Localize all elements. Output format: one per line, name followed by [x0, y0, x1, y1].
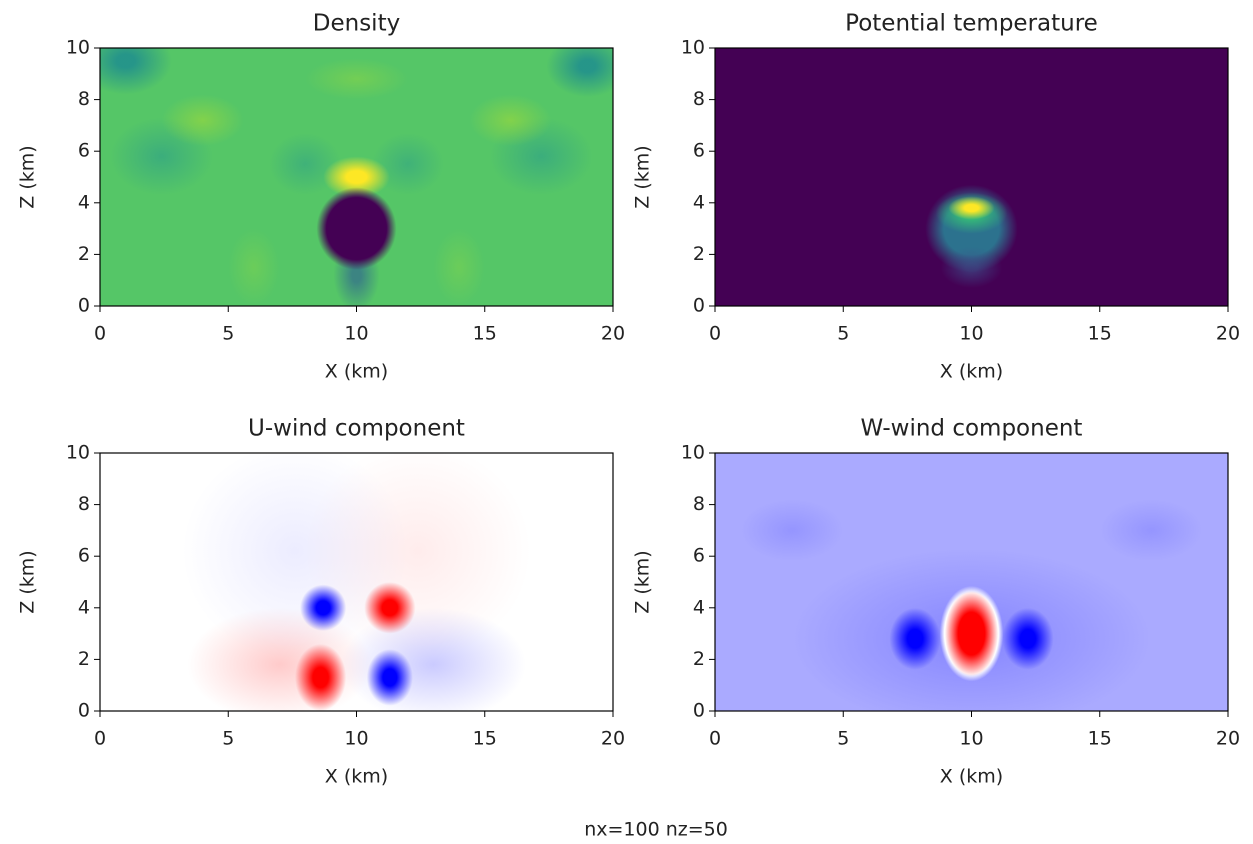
- heatmap-field: [100, 48, 613, 306]
- field-feature: [740, 499, 844, 562]
- heatmap-field: [715, 453, 1228, 711]
- x-tick-label: 10: [959, 728, 983, 750]
- x-axis-label: X (km): [325, 766, 388, 788]
- y-tick-label: 6: [78, 545, 90, 567]
- x-tick-label: 5: [837, 728, 849, 750]
- y-tick-label: 0: [78, 295, 90, 317]
- x-tick-label: 20: [601, 323, 625, 345]
- y-tick-label: 4: [78, 596, 90, 618]
- field-feature: [100, 48, 172, 95]
- field-feature: [944, 591, 999, 677]
- x-axis-label: X (km): [940, 361, 1003, 383]
- y-tick-label: 10: [681, 37, 705, 59]
- y-axis-label: Z (km): [17, 145, 39, 208]
- field-feature: [1002, 607, 1054, 670]
- field-feature: [469, 94, 552, 147]
- panel: 0 5 10 15 20 0 2 4 6 8 10 Density X (km) Z (km): [17, 11, 626, 383]
- field-feature: [269, 133, 342, 196]
- y-tick-label: 4: [693, 191, 705, 213]
- x-tick-label: 5: [222, 728, 234, 750]
- x-tick-label: 10: [959, 323, 983, 345]
- x-tick-label: 0: [94, 728, 106, 750]
- y-tick-label: 0: [693, 295, 705, 317]
- field-feature: [371, 133, 444, 196]
- y-tick-label: 2: [78, 648, 90, 670]
- field-feature: [948, 196, 995, 220]
- heatmap-field: [715, 48, 1228, 306]
- y-tick-label: 2: [693, 243, 705, 265]
- y-tick-label: 10: [681, 442, 705, 464]
- x-axis-label: X (km): [325, 361, 388, 383]
- y-tick-label: 0: [78, 700, 90, 722]
- x-tick-label: 0: [94, 323, 106, 345]
- y-tick-label: 8: [693, 88, 705, 110]
- field-feature: [433, 228, 485, 306]
- field-feature: [161, 94, 244, 147]
- x-tick-label: 20: [1216, 323, 1240, 345]
- y-tick-label: 2: [78, 243, 90, 265]
- chart-title: Potential temperature: [845, 11, 1098, 37]
- x-tick-label: 15: [473, 728, 497, 750]
- y-tick-label: 8: [78, 493, 90, 515]
- field-feature: [305, 58, 408, 100]
- chart-title: U-wind component: [248, 416, 465, 442]
- field-feature: [364, 582, 416, 634]
- x-tick-label: 20: [601, 728, 625, 750]
- x-tick-label: 10: [344, 323, 368, 345]
- y-tick-label: 4: [78, 191, 90, 213]
- y-axis-label: Z (km): [632, 145, 654, 208]
- field-feature: [300, 584, 347, 632]
- x-tick-label: 15: [1088, 323, 1112, 345]
- field-feature: [294, 643, 347, 711]
- heatmap-field: [100, 453, 613, 711]
- field-feature: [228, 228, 280, 306]
- y-tick-label: 4: [693, 596, 705, 618]
- y-tick-label: 6: [693, 545, 705, 567]
- y-tick-label: 2: [693, 648, 705, 670]
- field-feature: [940, 246, 1003, 288]
- field-feature: [889, 607, 941, 670]
- x-tick-label: 5: [837, 323, 849, 345]
- panel: 0 5 10 15 20 0 2 4 6 8 10 W-wind component X (km) Z (…: [632, 416, 1241, 788]
- x-tick-label: 0: [709, 728, 721, 750]
- y-axis-label: Z (km): [17, 550, 39, 613]
- x-tick-label: 15: [1088, 728, 1112, 750]
- field-feature: [316, 187, 397, 270]
- y-tick-label: 10: [66, 442, 90, 464]
- y-axis-label: Z (km): [632, 550, 654, 613]
- field-feature: [323, 156, 390, 198]
- chart-title: Density: [313, 11, 400, 37]
- field-feature: [305, 453, 531, 660]
- chart-title: W-wind component: [861, 416, 1083, 442]
- y-tick-label: 6: [693, 140, 705, 162]
- y-tick-label: 6: [78, 140, 90, 162]
- x-tick-label: 15: [473, 323, 497, 345]
- field-feature: [366, 649, 413, 706]
- y-tick-label: 10: [66, 37, 90, 59]
- y-tick-label: 0: [693, 700, 705, 722]
- caption: nx=100 nz=50: [584, 819, 728, 841]
- x-tick-label: 0: [709, 323, 721, 345]
- field-feature: [546, 48, 613, 98]
- x-tick-label: 20: [1216, 728, 1240, 750]
- y-tick-label: 8: [78, 88, 90, 110]
- panel: 0 5 10 15 20 0 2 4 6 8 10 Potential temperature X (k…: [632, 11, 1241, 383]
- x-tick-label: 10: [344, 728, 368, 750]
- panel: 0 5 10 15 20 0 2 4 6 8 10 U-wind component X (km) Z (…: [17, 416, 626, 788]
- x-axis-label: X (km): [940, 766, 1003, 788]
- x-tick-label: 5: [222, 323, 234, 345]
- y-tick-label: 8: [693, 493, 705, 515]
- field-feature: [1099, 499, 1203, 562]
